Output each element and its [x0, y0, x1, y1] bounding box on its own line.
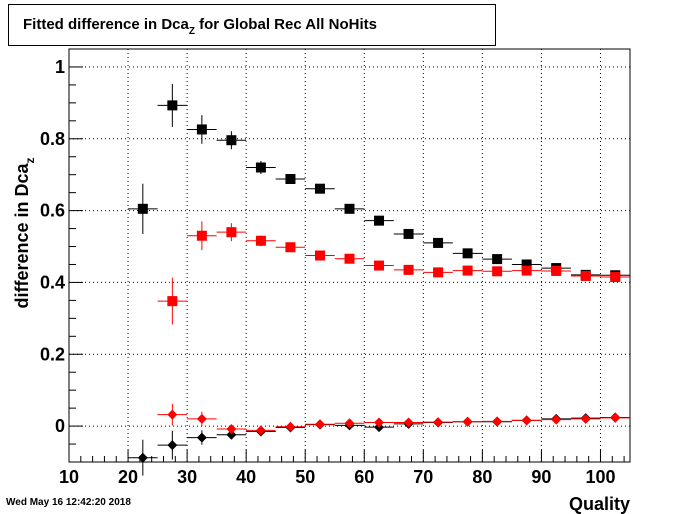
data-point-diamond: [167, 409, 178, 420]
data-point-diamond: [433, 417, 444, 428]
data-point-diamond: [403, 417, 414, 428]
x-tick-label: 100: [585, 467, 615, 487]
data-point-diamond: [137, 452, 148, 463]
data-point-diamond: [580, 413, 591, 424]
data-point-square: [167, 100, 178, 111]
data-point-diamond: [462, 416, 473, 427]
data-point-diamond: [551, 414, 562, 425]
data-point-diamond: [255, 425, 266, 436]
x-tick-label: 90: [531, 467, 551, 487]
y-axis-title-main: difference in Dca: [12, 162, 32, 308]
data-point-diamond: [196, 413, 207, 424]
data-point-diamond: [285, 421, 296, 432]
data-point-square: [226, 227, 237, 238]
data-point-diamond: [492, 416, 503, 427]
data-point-diamond: [344, 418, 355, 429]
data-point-square: [137, 203, 148, 214]
data-point-square: [314, 250, 325, 261]
x-axis-title: Quality: [569, 494, 630, 514]
chart-title-subscript: Z: [188, 26, 195, 37]
data-point-square: [462, 248, 473, 259]
data-point-diamond: [521, 415, 532, 426]
series-1-square: [157, 221, 630, 325]
data-point-diamond: [314, 419, 325, 430]
plot-frame: [68, 48, 631, 463]
y-tick-label: 0: [55, 416, 65, 436]
chart-title: Fitted difference in DcaZ for Global Rec…: [23, 16, 377, 37]
chart-title-suffix: for Global Rec All NoHits: [194, 16, 377, 33]
data-point-square: [551, 265, 562, 276]
data-point-square: [196, 124, 207, 135]
x-tick-label: 80: [472, 467, 492, 487]
timestamp: Wed May 16 12:42:20 2018: [6, 497, 131, 508]
data-points: [128, 83, 630, 476]
y-axis-title-sub: z: [23, 157, 37, 163]
y-tick-label: 0.4: [40, 272, 65, 292]
data-point-square: [403, 228, 414, 239]
data-point-diamond: [196, 432, 207, 443]
tick-labels: 10 20 30 40 50 60 70 80 90 100 0 0.2 0.4 0.6 0.8 1: [40, 57, 616, 487]
x-tick-label: 10: [59, 467, 79, 487]
data-point-square: [196, 230, 207, 241]
y-axis-title: difference in Dcaz: [12, 157, 37, 308]
data-point-square: [167, 296, 178, 307]
data-point-square: [521, 265, 532, 276]
data-point-diamond: [226, 429, 237, 440]
data-point-diamond: [610, 412, 621, 423]
data-point-diamond: [167, 440, 178, 451]
axes: [68, 48, 631, 463]
y-tick-label: 0.6: [40, 201, 65, 221]
chart-title-main: Fitted difference in Dca: [23, 16, 189, 33]
x-tick-label: 70: [413, 467, 433, 487]
x-tick-label: 20: [118, 467, 138, 487]
x-tick-label: 50: [295, 467, 315, 487]
data-point-square: [374, 260, 385, 271]
data-point-square: [255, 162, 266, 173]
data-point-diamond: [226, 423, 237, 434]
series-0-square: [128, 83, 630, 281]
y-tick-label: 0.8: [40, 129, 65, 149]
x-tick-label: 60: [354, 467, 374, 487]
data-point-square: [403, 264, 414, 275]
data-point-square: [255, 235, 266, 246]
data-point-square: [344, 203, 355, 214]
chart-title-box: Fitted difference in DcaZ for Global Rec…: [8, 4, 496, 46]
data-point-diamond: [374, 417, 385, 428]
series-3-diamond: [157, 403, 630, 436]
data-point-square: [521, 259, 532, 270]
data-point-square: [462, 265, 473, 276]
x-tick-label: 30: [177, 467, 197, 487]
data-point-square: [344, 253, 355, 264]
data-point-square: [285, 242, 296, 253]
data-point-square: [610, 272, 621, 283]
y-tick-label: 1: [55, 57, 65, 77]
data-point-square: [433, 237, 444, 248]
data-point-square: [492, 266, 503, 277]
data-point-square: [492, 254, 503, 265]
data-point-square: [580, 270, 591, 281]
data-point-square: [374, 215, 385, 226]
y-tick-label: 0.2: [40, 344, 65, 364]
data-point-square: [285, 174, 296, 185]
data-point-square: [226, 135, 237, 146]
data-point-square: [314, 183, 325, 194]
data-point-square: [433, 267, 444, 278]
x-tick-label: 40: [236, 467, 256, 487]
